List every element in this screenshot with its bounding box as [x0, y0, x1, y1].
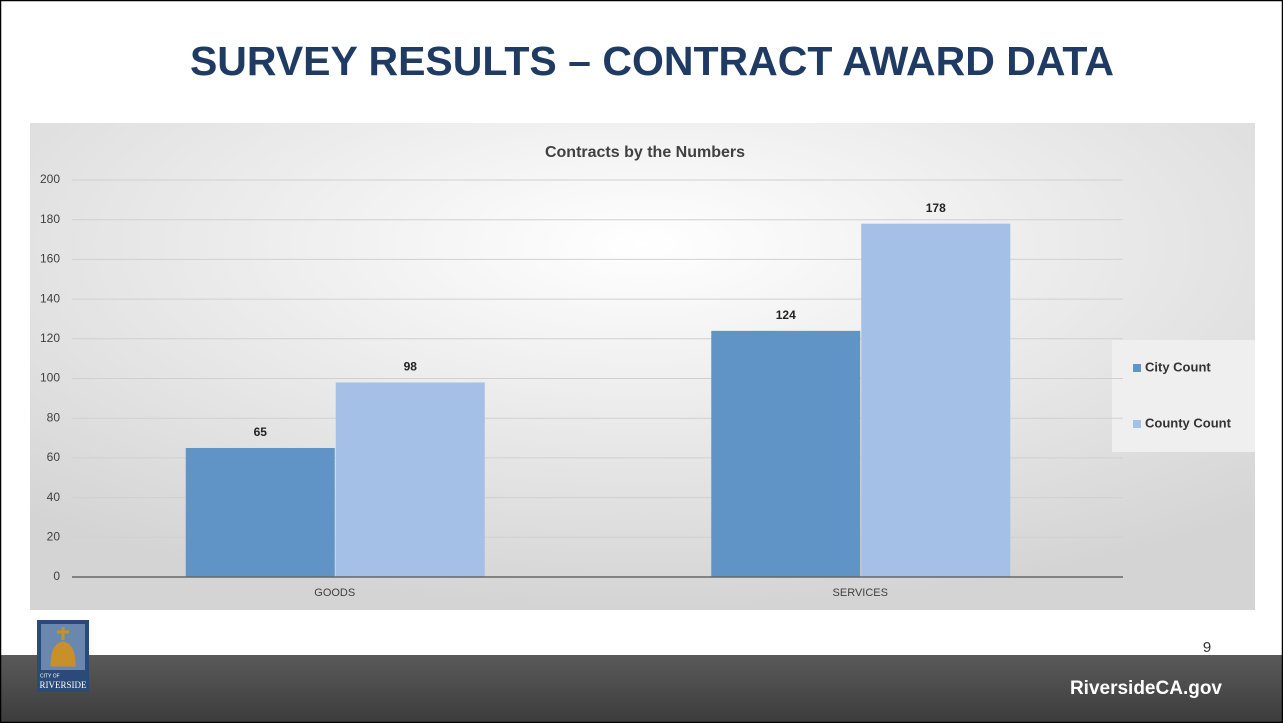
- logo: CITY OF RIVERSIDE: [37, 620, 89, 692]
- x-tick-label: SERVICES: [833, 587, 888, 599]
- logo-bell: [50, 627, 76, 667]
- data-label: 65: [254, 425, 268, 439]
- y-tick-label: 140: [40, 291, 60, 305]
- y-tick-label: 80: [47, 410, 61, 424]
- y-tick-label: 0: [53, 569, 60, 583]
- logo-text-small: CITY OF: [40, 673, 60, 679]
- chart-title: Contracts by the Numbers: [545, 144, 745, 161]
- logo-text: RIVERSIDE: [40, 680, 88, 690]
- bar: [335, 382, 485, 577]
- legend-box: [1112, 340, 1255, 452]
- x-tick-label: GOODS: [314, 587, 355, 599]
- legend-marker: [1133, 420, 1141, 428]
- y-tick-label: 60: [47, 450, 61, 464]
- y-tick-label: 120: [40, 331, 60, 345]
- y-tick-label: 100: [40, 371, 60, 385]
- bar: [711, 330, 861, 577]
- page-number: 9: [1203, 639, 1211, 656]
- y-tick-label: 20: [47, 529, 61, 543]
- legend-label: City Count: [1145, 359, 1211, 374]
- data-label: 98: [404, 360, 418, 374]
- bar: [861, 223, 1011, 578]
- y-tick-label: 180: [40, 212, 60, 226]
- footer-url: RiversideCA.gov: [1070, 678, 1222, 699]
- y-tick-label: 200: [40, 172, 60, 186]
- y-tick-label: 160: [40, 252, 60, 266]
- footer-bar: [0, 655, 1283, 723]
- legend-label: County Count: [1145, 415, 1232, 430]
- data-label: 178: [926, 201, 946, 215]
- legend-marker: [1133, 364, 1141, 372]
- data-label: 124: [776, 308, 796, 322]
- bar: [185, 447, 335, 577]
- slide-title: SURVEY RESULTS – CONTRACT AWARD DATA: [190, 38, 1114, 84]
- y-tick-label: 40: [47, 490, 61, 504]
